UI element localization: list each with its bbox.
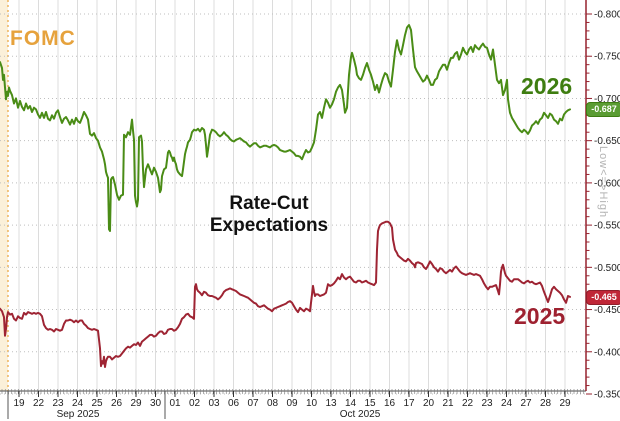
svg-text:30: 30 [150, 398, 162, 409]
svg-text:-0.500: -0.500 [594, 263, 620, 274]
last-value-badge-2025: -0.465 [586, 290, 620, 305]
svg-text:10: 10 [306, 398, 318, 409]
svg-text:08: 08 [267, 398, 279, 409]
fomc-event-band [0, 0, 9, 391]
series-label-2025: 2025 [514, 303, 566, 329]
svg-text:-0.650: -0.650 [594, 136, 620, 147]
chart-title: Rate-Cut Expectations [173, 193, 365, 237]
svg-text:-0.800: -0.800 [594, 10, 620, 21]
svg-text:16: 16 [384, 398, 396, 409]
svg-text:-0.600: -0.600 [594, 178, 620, 189]
svg-text:26: 26 [111, 398, 123, 409]
svg-text:07: 07 [247, 398, 259, 409]
svg-text:28: 28 [540, 398, 552, 409]
series-label-2026: 2026 [521, 73, 573, 99]
svg-text:Sep 2025: Sep 2025 [57, 409, 100, 420]
svg-text:25: 25 [91, 398, 103, 409]
svg-text:22: 22 [33, 398, 45, 409]
svg-text:29: 29 [559, 398, 571, 409]
svg-text:02: 02 [189, 398, 201, 409]
svg-text:-0.750: -0.750 [594, 52, 620, 63]
svg-text:03: 03 [208, 398, 220, 409]
svg-text:19: 19 [13, 398, 25, 409]
series-line-2026 [0, 24, 571, 232]
svg-text:-0.450: -0.450 [594, 305, 620, 316]
svg-text:06: 06 [228, 398, 240, 409]
svg-text:09: 09 [286, 398, 298, 409]
last-value-badge-2026: -0.687 [586, 102, 620, 117]
x-axis: 19 22 23 24 25 26 29 30 01 02 03 06 07 08 09 10 13 14 15 16… [0, 389, 586, 420]
horizontal-gridlines [0, 13, 586, 395]
svg-text:13: 13 [325, 398, 337, 409]
svg-text:17: 17 [403, 398, 415, 409]
svg-text:-0.550: -0.550 [594, 221, 620, 232]
svg-text:20: 20 [423, 398, 435, 409]
chart-title-line1: Rate-Cut [229, 193, 309, 214]
right-axis-title: Low<=>High [597, 146, 609, 219]
y-axis: -0.800 -0.750 -0.700 -0.650 -0.600 -0.550 -0.5… [585, 0, 620, 401]
svg-text:22: 22 [462, 398, 474, 409]
svg-text:Oct 2025: Oct 2025 [340, 409, 381, 420]
fomc-annotation: FOMC [10, 27, 76, 50]
svg-text:01: 01 [169, 398, 181, 409]
svg-text:21: 21 [442, 398, 454, 409]
series-line-2025 [0, 220, 571, 368]
svg-text:24: 24 [72, 398, 84, 409]
svg-text:24: 24 [501, 398, 513, 409]
svg-text:-0.350: -0.350 [594, 390, 620, 401]
svg-text:14: 14 [345, 398, 357, 409]
svg-text:-0.400: -0.400 [594, 347, 620, 358]
svg-text:23: 23 [481, 398, 493, 409]
svg-text:23: 23 [52, 398, 64, 409]
chart-title-line2: Expectations [209, 215, 329, 236]
svg-text:-0.700: -0.700 [594, 94, 620, 105]
svg-text:27: 27 [520, 398, 532, 409]
vertical-gridlines [18, 0, 566, 391]
svg-text:15: 15 [364, 398, 376, 409]
svg-text:29: 29 [130, 398, 142, 409]
